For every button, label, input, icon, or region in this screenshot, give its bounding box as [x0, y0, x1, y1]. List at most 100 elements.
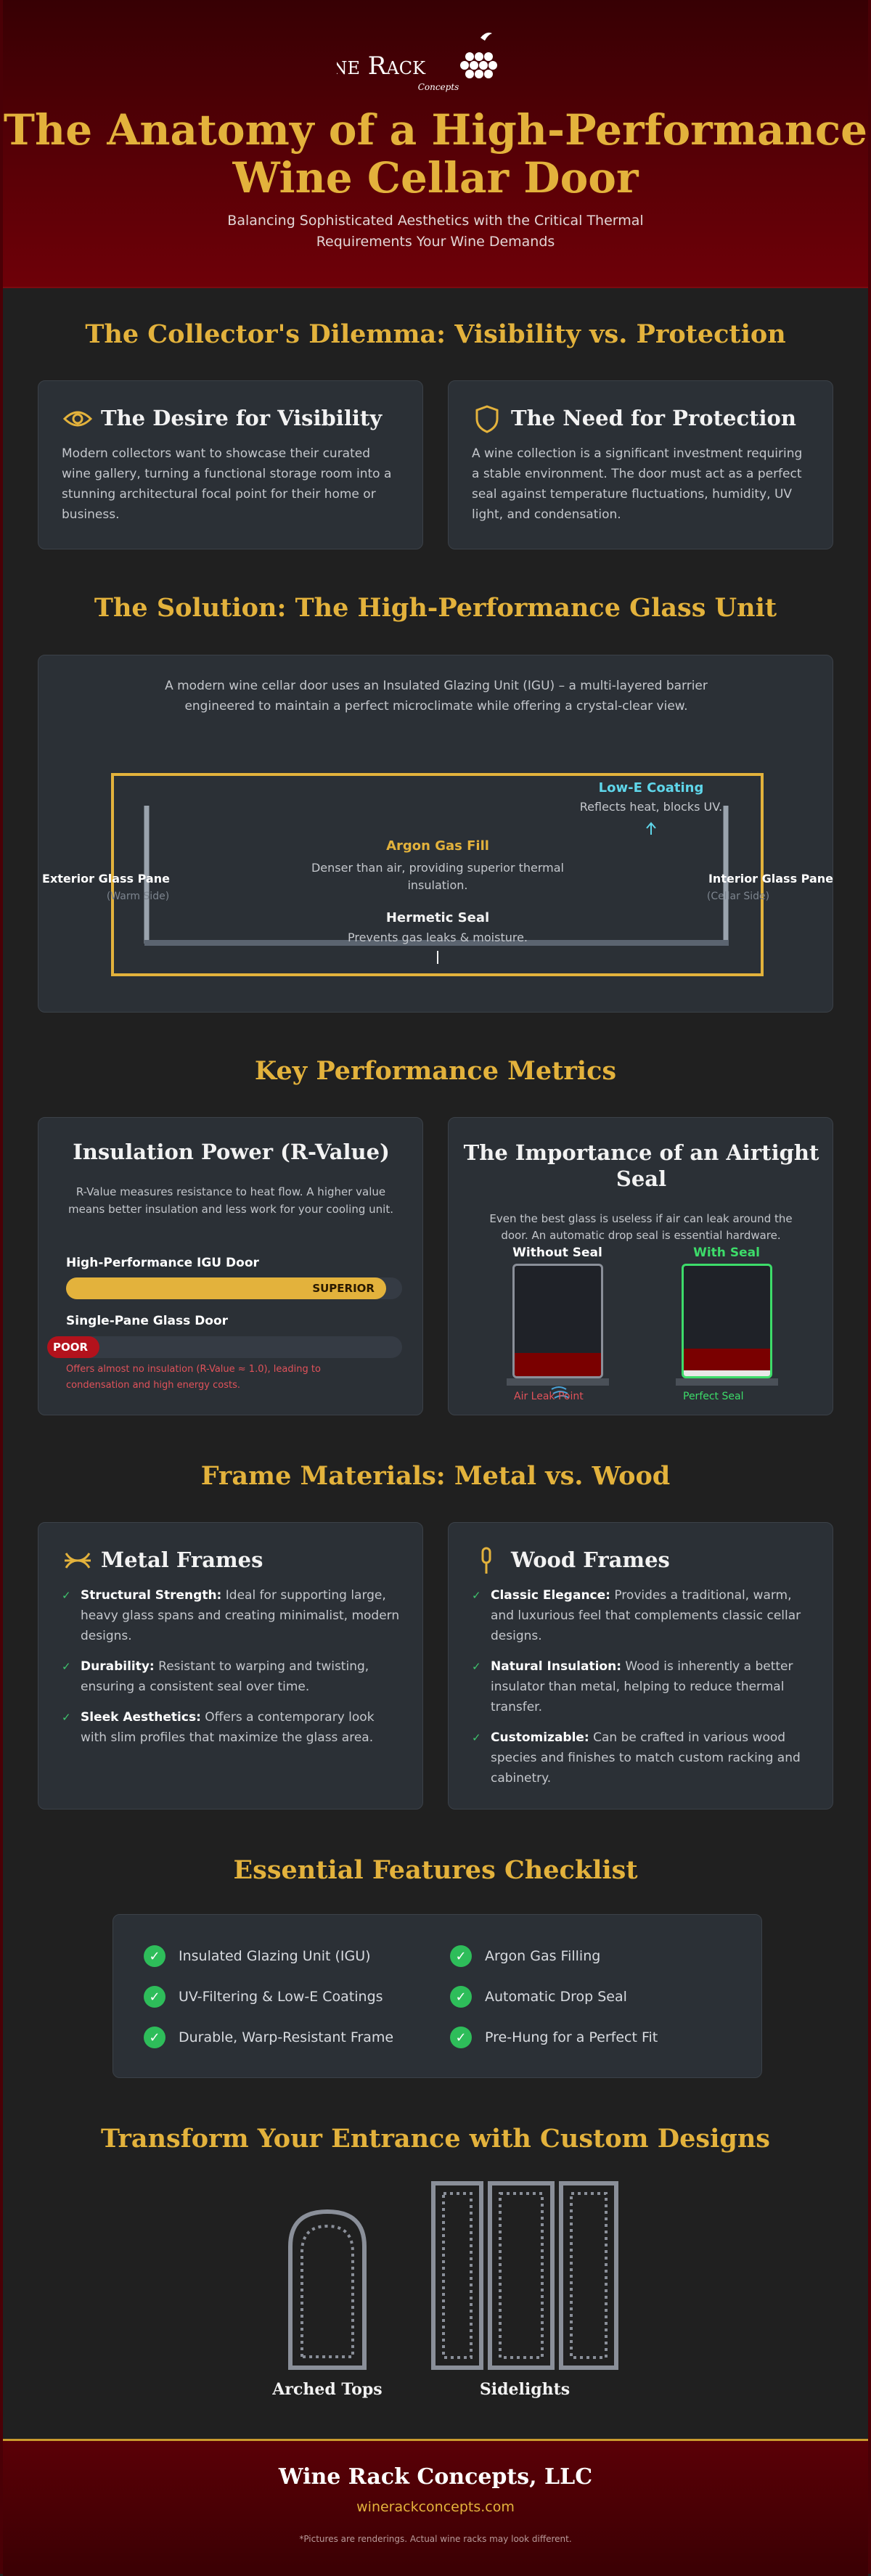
checklist-text: Pre-Hung for a Perfect Fit: [485, 2029, 658, 2045]
check-icon: ✓: [62, 1711, 71, 1724]
bar-label: High-Performance IGU Door: [66, 1256, 259, 1270]
checklist-text: Automatic Drop Seal: [485, 1989, 627, 2005]
door-label: With Seal: [693, 1246, 760, 1260]
label-text: (Cellar Side): [707, 891, 769, 902]
check-badge: ✓: [450, 2027, 472, 2048]
check-icon: ✓: [472, 1731, 481, 1744]
spacer-bar: [144, 940, 729, 946]
door-sill: [676, 1378, 778, 1386]
check-icon: ✓: [472, 1660, 481, 1673]
feature-text: Resistant to warping and twisting, ensur…: [81, 1659, 369, 1694]
feature-term: Durability:: [81, 1659, 155, 1674]
door-base: [684, 1349, 770, 1370]
feature-text: Provides a traditional, warm, and luxuri…: [491, 1588, 801, 1643]
section-title: Frame Materials: Metal vs. Wood: [200, 1461, 671, 1491]
label-text: Denser than air, providing superior ther…: [311, 861, 564, 892]
door-base: [515, 1353, 601, 1376]
check-badge: ✓: [144, 1945, 165, 1967]
metric-card: The Importance of an Airtight Seal Even …: [448, 1117, 833, 1415]
design-label: Arched Tops: [272, 2380, 383, 2399]
door-sill: [507, 1378, 609, 1386]
wood-icon: [481, 1547, 491, 1574]
card-title: Wood Frames: [511, 1547, 670, 1572]
bar-track: SUPERIOR: [66, 1277, 402, 1299]
bar-label: Single-Pane Glass Door: [66, 1314, 229, 1328]
header: Wine Rack Concepts The Anatomy of a High…: [3, 0, 868, 288]
solution-card: A modern wine cellar door uses an Insula…: [38, 655, 833, 1013]
card-title: Metal Frames: [101, 1547, 263, 1572]
label-title: Hermetic Seal: [386, 910, 489, 925]
info-card: The Desire for Visibility Modern collect…: [38, 380, 423, 549]
check-badge: ✓: [144, 1986, 165, 2008]
card-text: R-Value measures resistance to heat flow…: [68, 1185, 393, 1216]
label-box: Denser than air, providing superior ther…: [311, 861, 564, 892]
label-title: Exterior Glass Pane: [42, 872, 170, 886]
section-title: The Collector's Dilemma: Visibility vs. …: [85, 319, 786, 349]
check-icon: ✓: [62, 1660, 71, 1673]
arrow: [646, 822, 656, 835]
check-badge: ✓: [144, 2027, 165, 2048]
disclaimer: *Pictures are renderings. Actual wine ra…: [299, 2534, 572, 2544]
drop-seal: [684, 1370, 770, 1376]
feature-item: ✓ Classic Elegance: Provides a traditiona…: [472, 1585, 813, 1646]
door-illustration: [512, 1264, 603, 1378]
check-badge: ✓: [450, 1986, 472, 2008]
feature-term: Sleek Aesthetics:: [81, 1710, 201, 1725]
sidelight-door: [431, 2181, 618, 2370]
check-badge: ✓: [450, 1945, 472, 1967]
checklist-card: ✓ Insulated Glazing Unit (IGU) ✓ Argon Gas …: [113, 1914, 762, 2078]
feature-item: ✓ Durability: Resistant to warping and tw…: [62, 1656, 403, 1697]
page-subtitle: Balancing Sophisticated Aesthetics with …: [227, 213, 644, 250]
door-illustration: [682, 1264, 772, 1378]
checklist-text: Durable, Warp-Resistant Frame: [179, 2029, 394, 2045]
card-text: Even the best glass is useless if air ca…: [489, 1212, 793, 1242]
feature-list: ✓ Classic Elegance: Provides a traditiona…: [472, 1585, 813, 1799]
feature-term: Structural Strength:: [81, 1588, 222, 1603]
shield-icon: [475, 405, 499, 433]
bar-note: Offers almost no insulation (R-Value ≈ 1…: [66, 1364, 321, 1391]
page-title: The Anatomy of a High-Performance Wine C…: [3, 105, 868, 203]
design-label: Sidelights: [479, 2380, 571, 2399]
frame-card: Metal Frames ✓ Structural Strength: Ideal…: [38, 1522, 423, 1810]
feature-item: ✓ Customizable: Can be crafted in various…: [472, 1727, 813, 1788]
igu-frame: [111, 773, 764, 976]
website-link[interactable]: winerackconcepts.com: [356, 2499, 515, 2515]
label-title: Low-E Coating: [599, 780, 704, 796]
bar-fill: POOR: [47, 1336, 99, 1358]
card-title: Insulation Power (R-Value): [73, 1140, 390, 1164]
label-text: (Warm Side): [107, 891, 169, 902]
logo: Wine Rack Concepts: [337, 32, 497, 92]
feature-item: ✓ Sleek Aesthetics: Offers a contemporary…: [62, 1707, 403, 1748]
company-name: Wine Rack Concepts, LLC: [278, 2464, 593, 2490]
logo-name: Wine Rack: [337, 52, 426, 81]
section-title: The Solution: The High-Performance Glass…: [94, 593, 777, 623]
logo-tagline: Concepts: [418, 82, 459, 92]
card-text: Modern collectors want to showcase their…: [62, 446, 392, 522]
feature-term: Natural Insulation:: [491, 1659, 622, 1674]
checklist-grid: ✓ Insulated Glazing Unit (IGU) ✓ Argon Gas …: [144, 1945, 726, 2049]
feature-item: ✓ Structural Strength: Ideal for supporti…: [62, 1585, 403, 1646]
eye-icon: [63, 411, 92, 427]
air-leak-icon: [551, 1386, 570, 1399]
design-illustrations: [288, 2181, 618, 2370]
feature-text: Can be crafted in various wood species a…: [491, 1730, 801, 1786]
card-title: The Desire for Visibility: [101, 406, 383, 430]
checklist-item: ✓ Insulated Glazing Unit (IGU): [144, 1945, 450, 1968]
section-title: Key Performance Metrics: [254, 1056, 617, 1086]
checklist-item: ✓ Durable, Warp-Resistant Frame: [144, 2026, 450, 2049]
metric-card: Insulation Power (R-Value) R-Value measu…: [38, 1117, 423, 1415]
label-title: Argon Gas Fill: [386, 838, 489, 854]
igu-diagram: Low-E Coating Reflects heat, blocks UV. …: [42, 773, 833, 976]
arched-door: [288, 2209, 367, 2370]
door-label: Without Seal: [512, 1246, 602, 1260]
checklist-text: Argon Gas Filling: [485, 1948, 601, 1964]
card-title: The Importance of an Airtight Seal: [463, 1140, 819, 1191]
metal-icon: [65, 1553, 91, 1569]
checklist-text: Insulated Glazing Unit (IGU): [179, 1948, 371, 1964]
feature-list: ✓ Structural Strength: Ideal for supporti…: [62, 1585, 403, 1758]
feature-text: Wood is inherently a better insulator th…: [491, 1659, 793, 1714]
footer: Wine Rack Concepts, LLC winerackconcepts…: [3, 2439, 868, 2576]
card-title: The Need for Protection: [511, 406, 796, 430]
section-title: Essential Features Checklist: [233, 1855, 638, 1885]
